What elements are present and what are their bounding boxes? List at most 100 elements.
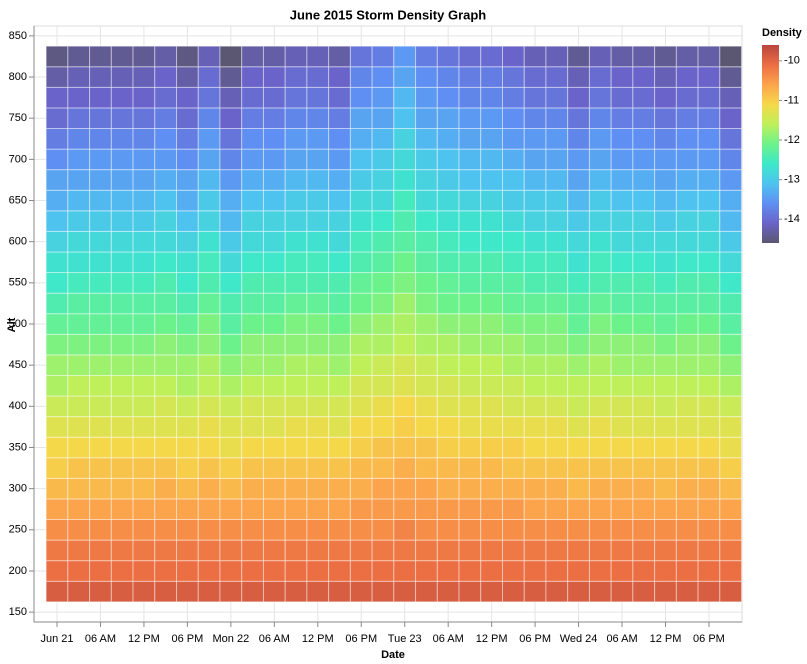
heatmap-cell [262, 169, 286, 191]
heatmap-cell [480, 189, 504, 212]
heatmap-cell [306, 272, 330, 294]
heatmap-cell [328, 374, 351, 397]
heatmap-cell [567, 519, 590, 541]
heatmap-cell [719, 148, 743, 171]
heatmap-cell [697, 560, 721, 582]
heatmap-cell [262, 580, 286, 603]
heatmap-cell [197, 498, 221, 521]
heatmap-cell [176, 45, 199, 68]
heatmap-cell [349, 395, 373, 418]
heatmap-cell [219, 210, 243, 232]
heatmap-cell [545, 457, 569, 479]
heatmap-cell [502, 45, 525, 68]
heatmap-cell [545, 107, 569, 129]
heatmap-cell [415, 127, 438, 150]
heatmap-cell [415, 210, 438, 232]
heatmap-cell [502, 436, 525, 459]
heatmap-cell [45, 436, 69, 459]
heatmap-cell [328, 230, 351, 253]
heatmap-cell [588, 127, 612, 150]
heatmap-cell [241, 477, 264, 500]
heatmap-cell [610, 560, 634, 582]
heatmap-cell [588, 580, 612, 603]
heatmap-cell [545, 539, 569, 562]
heatmap-cell [502, 86, 525, 109]
heatmap-cell [545, 560, 569, 582]
heatmap-cell [67, 457, 91, 479]
heatmap-cell [588, 477, 612, 500]
heatmap-cell [306, 560, 330, 582]
heatmap-cell [67, 313, 91, 335]
heatmap-cell [480, 354, 504, 376]
x-axis-label: Date [381, 649, 405, 661]
heatmap-cell [502, 169, 525, 191]
heatmap-cell [610, 272, 634, 294]
heatmap-cell [371, 333, 395, 356]
heatmap-cell [393, 354, 417, 376]
heatmap-cell [654, 457, 677, 479]
heatmap-cell [284, 436, 308, 459]
heatmap-cell [480, 169, 504, 191]
heatmap-cell [328, 169, 351, 191]
heatmap-cell [523, 395, 547, 418]
heatmap-cell [436, 477, 460, 500]
heatmap-cell [67, 416, 91, 438]
heatmap-cell [697, 189, 721, 212]
heatmap-cell [219, 148, 243, 171]
heatmap-cell [176, 127, 199, 150]
heatmap-cell [371, 580, 395, 603]
heatmap-cell [675, 498, 699, 521]
heatmap-cell [415, 333, 438, 356]
heatmap-cell [306, 210, 330, 232]
heatmap-cell [632, 210, 656, 232]
heatmap-cell [67, 45, 91, 68]
heatmap-cell [176, 169, 199, 191]
y-axis-label: Alt [6, 317, 18, 332]
heatmap-cell [654, 86, 677, 109]
heatmap-cell [154, 45, 178, 68]
heatmap-cell [132, 313, 156, 335]
heatmap-cell [567, 498, 590, 521]
heatmap-cell [306, 416, 330, 438]
heatmap-cell [654, 354, 677, 376]
heatmap-cell [349, 560, 373, 582]
heatmap-cell [436, 251, 460, 274]
heatmap-cell [502, 148, 525, 171]
heatmap-cell [110, 45, 134, 68]
heatmap-cell [67, 148, 91, 171]
heatmap-cell [632, 416, 656, 438]
heatmap-cell [219, 107, 243, 129]
heatmap-cell [719, 436, 743, 459]
heatmap-cell [545, 45, 569, 68]
heatmap-cell [458, 292, 482, 315]
heatmap-cell [306, 189, 330, 212]
heatmap-cell [588, 457, 612, 479]
heatmap-cell [610, 374, 634, 397]
heatmap-cell [588, 210, 612, 232]
heatmap-cell [654, 580, 677, 603]
heatmap-cell [545, 477, 569, 500]
heatmap-cell [132, 251, 156, 274]
heatmap-cell [675, 45, 699, 68]
heatmap-cell [567, 292, 590, 315]
heatmap-cell [262, 86, 286, 109]
heatmap-cell [610, 251, 634, 274]
heatmap-cell [197, 66, 221, 88]
heatmap-cell [588, 333, 612, 356]
heatmap-cell [480, 395, 504, 418]
heatmap-cell [67, 477, 91, 500]
heatmap-cell [567, 539, 590, 562]
heatmap-cell [349, 148, 373, 171]
heatmap-cell [89, 519, 112, 541]
heatmap-cell [284, 169, 308, 191]
heatmap-cell [132, 169, 156, 191]
heatmap-cell [632, 230, 656, 253]
heatmap-cell [632, 148, 656, 171]
heatmap-cell [697, 539, 721, 562]
heatmap-cell [371, 292, 395, 315]
heatmap-cell [697, 498, 721, 521]
heatmap-cell [502, 477, 525, 500]
heatmap-cell [675, 477, 699, 500]
heatmap-cell [241, 230, 264, 253]
heatmap-cell [458, 86, 482, 109]
